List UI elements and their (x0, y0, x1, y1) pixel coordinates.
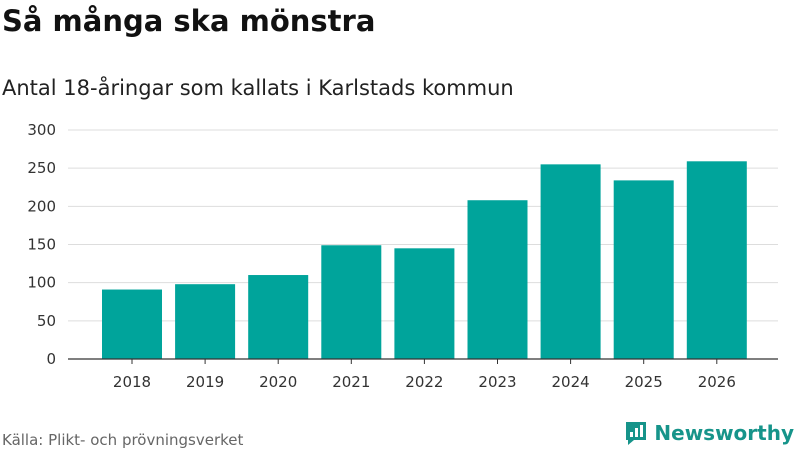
x-tick-label: 2021 (332, 373, 370, 391)
bar (102, 289, 162, 359)
x-tick-label: 2022 (405, 373, 443, 391)
x-tick-label: 2026 (698, 373, 736, 391)
newsworthy-logo-icon (626, 422, 647, 445)
bar (540, 164, 601, 359)
bar (467, 200, 528, 359)
bar (686, 161, 747, 359)
x-tick-label: 2020 (259, 373, 297, 391)
x-tick-label: 2018 (113, 373, 151, 391)
y-tick-label: 0 (46, 350, 56, 368)
y-tick-label: 150 (27, 236, 56, 254)
chart-title: Så många ska mönstra (2, 4, 376, 38)
bar (175, 284, 236, 359)
y-tick-label: 50 (37, 312, 56, 330)
x-tick-label: 2024 (552, 373, 590, 391)
y-tick-label: 100 (27, 274, 56, 292)
y-tick-label: 300 (27, 121, 56, 139)
chart-subtitle: Antal 18-åringar som kallats i Karlstads… (2, 76, 514, 100)
bar (321, 245, 382, 359)
bar (613, 180, 674, 359)
bar (394, 248, 455, 359)
x-tick-label: 2025 (625, 373, 663, 391)
brand-logo: Newsworthy (624, 420, 794, 446)
brand-name: Newsworthy (654, 421, 794, 445)
x-tick-label: 2023 (478, 373, 516, 391)
y-tick-label: 250 (27, 159, 56, 177)
x-tick-label: 2019 (186, 373, 224, 391)
source-note: Källa: Plikt- och prövningsverket (2, 431, 244, 449)
y-tick-label: 200 (27, 197, 56, 215)
bar (248, 275, 309, 359)
bar-chart: 0 50 100 150 200 250 300 2018 2019 2020 2021 2022 20… (27, 121, 778, 391)
